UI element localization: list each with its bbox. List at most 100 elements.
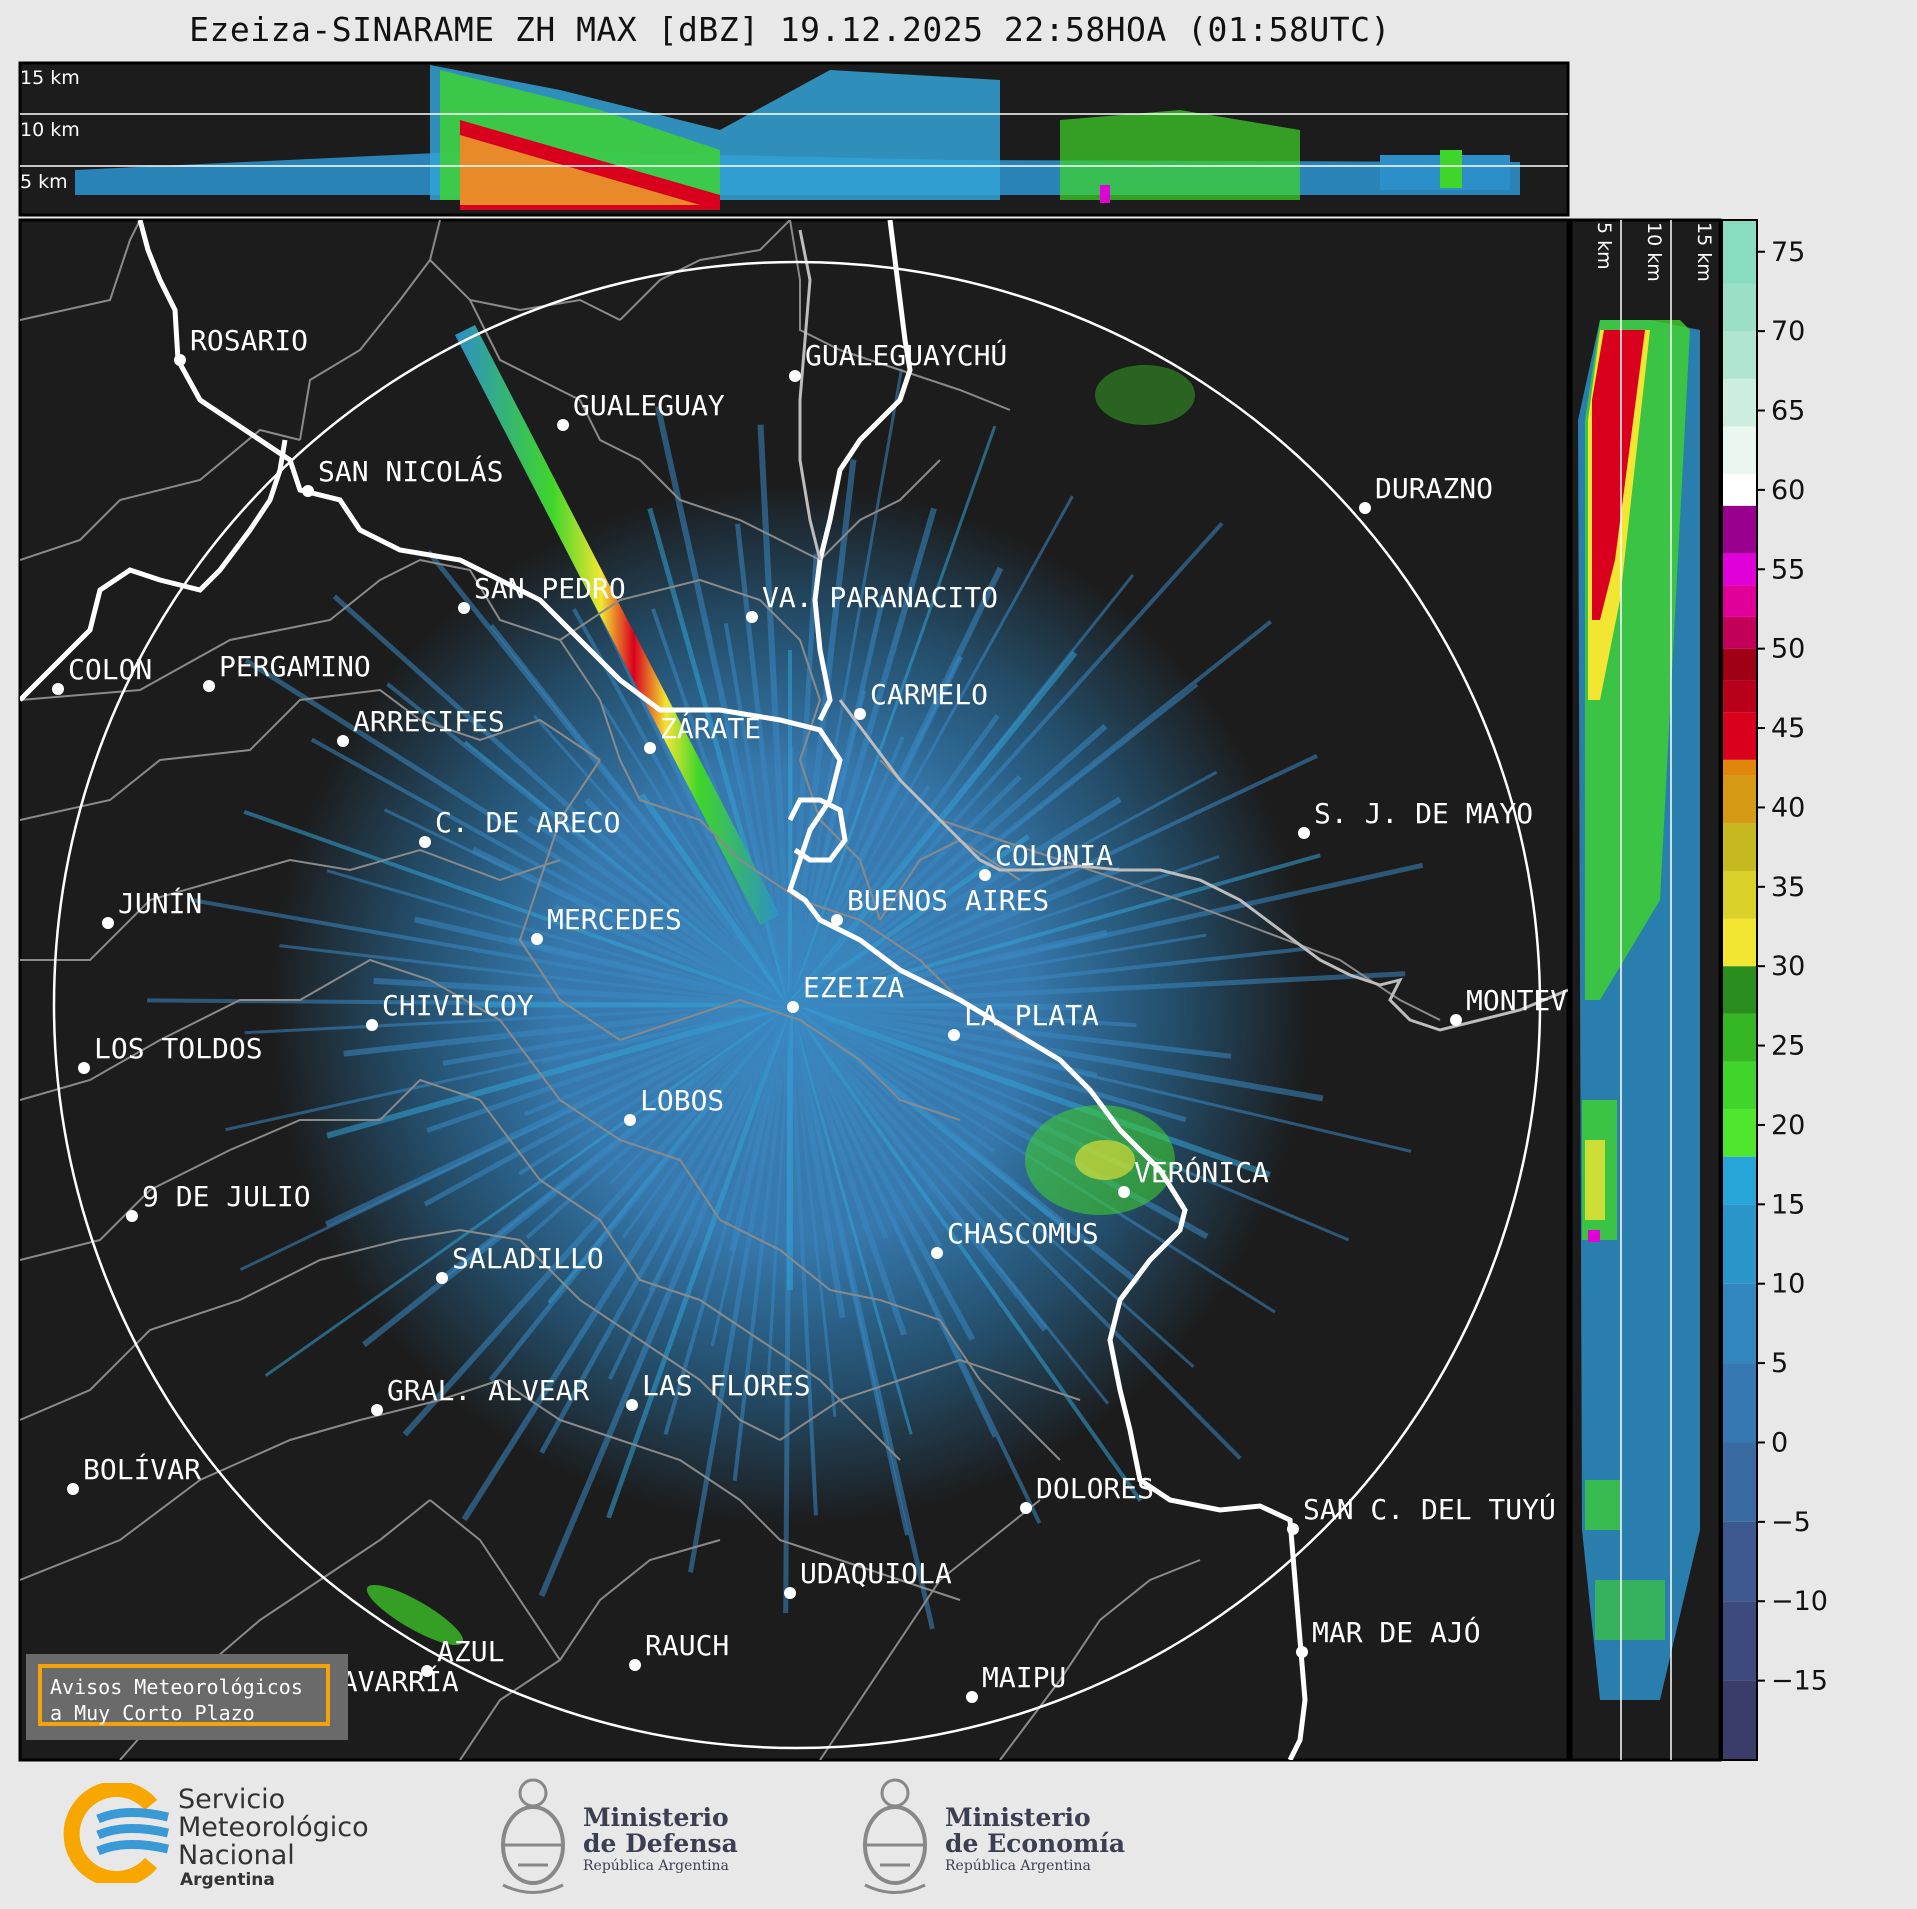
- echo-ray: [362, 1002, 792, 1348]
- echo-ray: [788, 774, 1022, 1007]
- city-dot: [371, 1404, 383, 1416]
- echo-ray: [423, 1002, 792, 1207]
- colorbar-segment: [1722, 220, 1757, 284]
- defensa-logo-text: Ministerio de Defensa República Argentin…: [583, 1805, 738, 1875]
- city-dot: [1020, 1502, 1032, 1514]
- city-dot: [174, 354, 186, 366]
- colorbar-segment: [1722, 1601, 1757, 1681]
- colorbar-segment: [1722, 378, 1757, 427]
- city-label: SAN NICOLÁS: [318, 454, 503, 488]
- echo-ray: [239, 1003, 791, 1272]
- colorbar-tick-label: 55: [1771, 554, 1805, 585]
- city-marker: MAR DE AJÓ: [1296, 1615, 1481, 1658]
- city-label: COLON: [68, 653, 152, 686]
- city-marker: COLON: [52, 653, 152, 695]
- city-dot: [126, 1210, 138, 1222]
- echo-ray: [310, 737, 791, 1007]
- alt-label-10km: 10 km: [20, 119, 80, 141]
- echo-ray: [584, 797, 793, 1008]
- radar-map: ROSARIO GUALEGUAYCHÚ GUALEGUAY SAN NICOLÁS D…: [18, 218, 1570, 1762]
- city-dot: [78, 1062, 90, 1074]
- city-dot: [337, 735, 349, 747]
- colorbar-tick-label: 5: [1771, 1348, 1788, 1379]
- city-marker: UDAQUIOLA: [784, 1557, 952, 1599]
- city-label: SAN C. DEL TUYÚ: [1303, 1492, 1556, 1526]
- colorbar-segment: [1722, 1521, 1757, 1602]
- alert-panel[interactable]: Avisos Meteorológicos a Muy Corto Plazo: [26, 1654, 348, 1740]
- uruguay-coast: [798, 229, 1568, 1032]
- echo-ray: [608, 1004, 792, 1380]
- colorbar-tick-label: −10: [1771, 1586, 1828, 1617]
- city-dot: [746, 611, 758, 623]
- side-alt-label-10km: 10 km: [1643, 222, 1665, 282]
- economia-line2: de Economía: [945, 1829, 1126, 1858]
- colorbar-tick-label: 20: [1771, 1110, 1805, 1141]
- colorbar-segment: [1722, 823, 1757, 871]
- city-label: GRAL. ALVEAR: [387, 1374, 589, 1407]
- side-alt-label-5km: 5 km: [1593, 222, 1615, 270]
- city-marker: GRAL. ALVEAR: [371, 1374, 589, 1416]
- city-marker: MONTEV: [1450, 984, 1567, 1026]
- echo-ray: [710, 1004, 792, 1347]
- colorbar-segment: [1722, 759, 1757, 776]
- city-marker: ROSARIO: [174, 324, 308, 366]
- department-borders: [20, 220, 1441, 1760]
- echo-ray: [373, 977, 791, 1008]
- economia-line3: República Argentina: [945, 1858, 1091, 1874]
- echo-ray: [488, 1003, 792, 1382]
- echo-ray: [527, 815, 792, 1008]
- echo-ray: [244, 1003, 791, 1035]
- city-markers: ROSARIO GUALEGUAYCHÚ GUALEGUAY SAN NICOLÁS D…: [52, 324, 1567, 1717]
- echo-ray: [789, 1003, 1098, 1078]
- city-label: C. DE ARECO: [435, 806, 620, 839]
- echo-ray: [279, 944, 791, 1007]
- city-dot: [626, 1399, 638, 1411]
- city-dot: [458, 602, 470, 614]
- city-label: DOLORES: [1036, 1472, 1154, 1505]
- colorbar-segment: [1722, 1109, 1757, 1157]
- city-marker: S. J. DE MAYO: [1298, 797, 1533, 839]
- colorbar-segment: [1722, 283, 1757, 332]
- city-label: UDAQUIOLA: [800, 1557, 952, 1590]
- city-dot: [421, 1665, 433, 1677]
- echo-ray: [187, 897, 791, 1007]
- colorbar-segment: [1722, 712, 1757, 760]
- echo-ray: [788, 1004, 837, 1417]
- city-marker: AZUL: [421, 1635, 504, 1677]
- alert-link[interactable]: Avisos Meteorológicos a Muy Corto Plazo: [38, 1664, 330, 1726]
- echo-ray: [383, 808, 791, 1007]
- echo-ray: [343, 1002, 791, 1057]
- city-dot: [102, 917, 114, 929]
- city-label: ARRECIFES: [353, 705, 505, 738]
- city-marker: ARRECIFES: [337, 705, 505, 747]
- echo-ray: [787, 507, 937, 1006]
- smn-line2: Meteorológico: [178, 1812, 369, 1843]
- echo-ray: [386, 682, 792, 1007]
- city-marker: CHASCOMUS: [931, 1217, 1099, 1259]
- echo-ray: [608, 1003, 792, 1186]
- echo-ray: [518, 1003, 792, 1176]
- city-label: EZEIZA: [803, 971, 904, 1004]
- city-dot: [1359, 502, 1371, 514]
- echo-ray: [787, 553, 819, 1006]
- echo-ray: [663, 1004, 792, 1435]
- echo-ray: [735, 523, 793, 1006]
- city-label: RAUCH: [645, 1629, 729, 1662]
- city-label: GUALEGUAYCHÚ: [805, 338, 1007, 372]
- city-dot: [931, 1247, 943, 1259]
- city-dot: [831, 914, 843, 926]
- colorbar-segment: [1722, 1013, 1757, 1062]
- city-label: SALADILLO: [452, 1242, 604, 1275]
- city-marker: EZEIZA: [787, 971, 904, 1013]
- echo-ray: [789, 853, 1321, 1007]
- city-marker: BOLÍVAR: [67, 1452, 201, 1495]
- city-marker: SALADILLO: [436, 1242, 604, 1284]
- echo-ray: [533, 714, 792, 1006]
- smn-line3: Nacional: [178, 1840, 295, 1871]
- city-dot: [67, 1483, 79, 1495]
- city-label: MAIPU: [982, 1661, 1066, 1694]
- echo-spike: [455, 325, 780, 925]
- city-marker: ZÁRATE: [644, 711, 761, 754]
- top-altitude-panel: 15 km 10 km 5 km: [18, 61, 1570, 217]
- city-dot: [979, 869, 991, 881]
